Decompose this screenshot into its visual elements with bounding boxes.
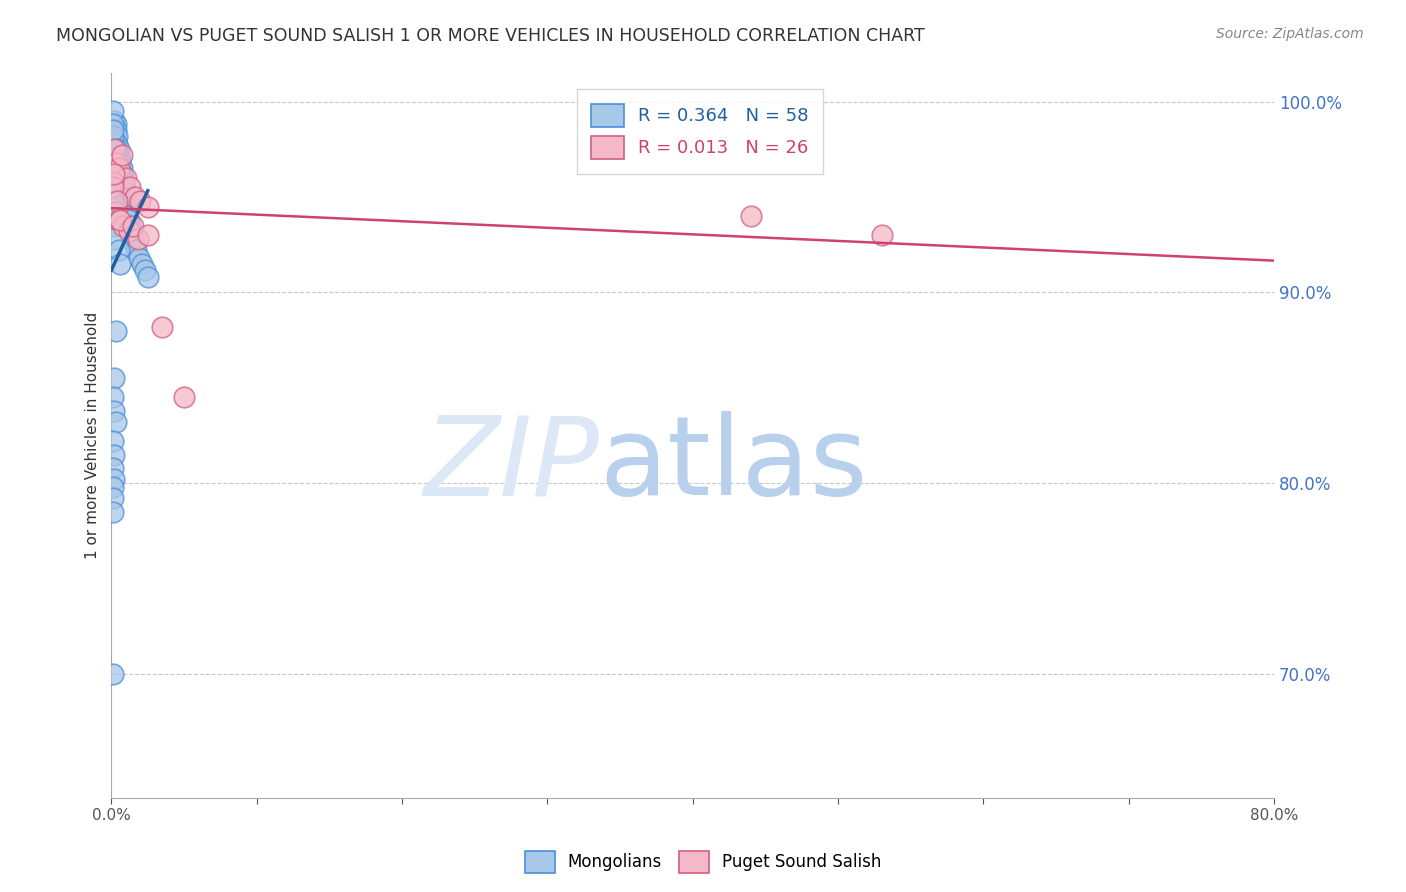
Point xyxy=(112,170,135,185)
Point xyxy=(103,448,125,462)
Point xyxy=(117,205,139,219)
Point xyxy=(104,170,127,185)
Point xyxy=(127,232,149,246)
Point xyxy=(131,257,153,271)
Point xyxy=(101,390,124,404)
Point xyxy=(112,219,135,233)
Point xyxy=(101,480,124,494)
Point xyxy=(117,209,139,223)
Point xyxy=(134,262,156,277)
Point xyxy=(101,180,124,194)
Point xyxy=(101,152,124,166)
Point xyxy=(122,232,145,246)
Point xyxy=(103,113,125,128)
Point xyxy=(103,142,125,156)
Point xyxy=(136,228,159,243)
Point xyxy=(136,200,159,214)
Text: ZIP: ZIP xyxy=(423,411,600,518)
Text: atlas: atlas xyxy=(600,411,868,518)
Point xyxy=(121,224,143,238)
Point xyxy=(118,213,141,227)
Point xyxy=(118,224,141,238)
Text: Source: ZipAtlas.com: Source: ZipAtlas.com xyxy=(1216,27,1364,41)
Point xyxy=(108,155,131,169)
Point xyxy=(150,319,173,334)
Point xyxy=(101,128,124,143)
Point xyxy=(103,371,125,385)
Point xyxy=(103,472,125,486)
Point xyxy=(104,324,127,338)
Point xyxy=(103,219,125,233)
Point xyxy=(103,403,125,417)
Point xyxy=(173,390,195,404)
Point xyxy=(108,257,131,271)
Point xyxy=(115,170,138,185)
Point xyxy=(104,415,127,429)
Point xyxy=(129,194,152,208)
Point xyxy=(105,155,128,169)
Point xyxy=(122,219,145,233)
Point xyxy=(114,186,136,201)
Point xyxy=(103,155,125,169)
Point xyxy=(104,155,127,169)
Point xyxy=(104,123,127,137)
Point xyxy=(107,161,129,176)
Point xyxy=(105,136,128,151)
Legend: R = 0.364   N = 58, R = 0.013   N = 26: R = 0.364 N = 58, R = 0.013 N = 26 xyxy=(576,89,823,174)
Point xyxy=(110,161,132,176)
Point xyxy=(104,142,127,156)
Point xyxy=(103,167,125,181)
Point xyxy=(101,491,124,506)
Text: MONGOLIAN VS PUGET SOUND SALISH 1 OR MORE VEHICLES IN HOUSEHOLD CORRELATION CHAR: MONGOLIAN VS PUGET SOUND SALISH 1 OR MOR… xyxy=(56,27,925,45)
Point xyxy=(104,205,127,219)
Point xyxy=(101,118,124,132)
Point xyxy=(110,167,132,181)
Point xyxy=(105,128,128,143)
Point xyxy=(136,270,159,285)
Point xyxy=(101,434,124,449)
Point xyxy=(101,461,124,475)
Point xyxy=(112,175,135,189)
Point xyxy=(105,180,128,194)
Point xyxy=(128,251,150,265)
Point xyxy=(107,213,129,227)
Point xyxy=(120,219,142,233)
Point xyxy=(105,194,128,208)
Point xyxy=(115,194,138,208)
Point xyxy=(107,148,129,162)
Point xyxy=(101,123,124,137)
Legend: Mongolians, Puget Sound Salish: Mongolians, Puget Sound Salish xyxy=(517,845,889,880)
Y-axis label: 1 or more Vehicles in Household: 1 or more Vehicles in Household xyxy=(86,312,100,559)
Point xyxy=(104,118,127,132)
Point xyxy=(101,667,124,681)
Point xyxy=(125,244,148,258)
Point xyxy=(101,104,124,119)
Point xyxy=(108,213,131,227)
Point xyxy=(101,505,124,519)
Point xyxy=(101,175,124,189)
Point xyxy=(114,180,136,194)
Point xyxy=(115,200,138,214)
Point xyxy=(110,148,132,162)
Point xyxy=(108,152,131,166)
Point xyxy=(740,209,762,223)
Point xyxy=(103,205,125,219)
Point xyxy=(107,244,129,258)
Point xyxy=(120,180,142,194)
Point xyxy=(107,142,129,156)
Point xyxy=(124,237,146,252)
Point xyxy=(103,142,125,156)
Point xyxy=(101,232,124,246)
Point xyxy=(101,194,124,208)
Point xyxy=(124,190,146,204)
Point xyxy=(870,228,893,243)
